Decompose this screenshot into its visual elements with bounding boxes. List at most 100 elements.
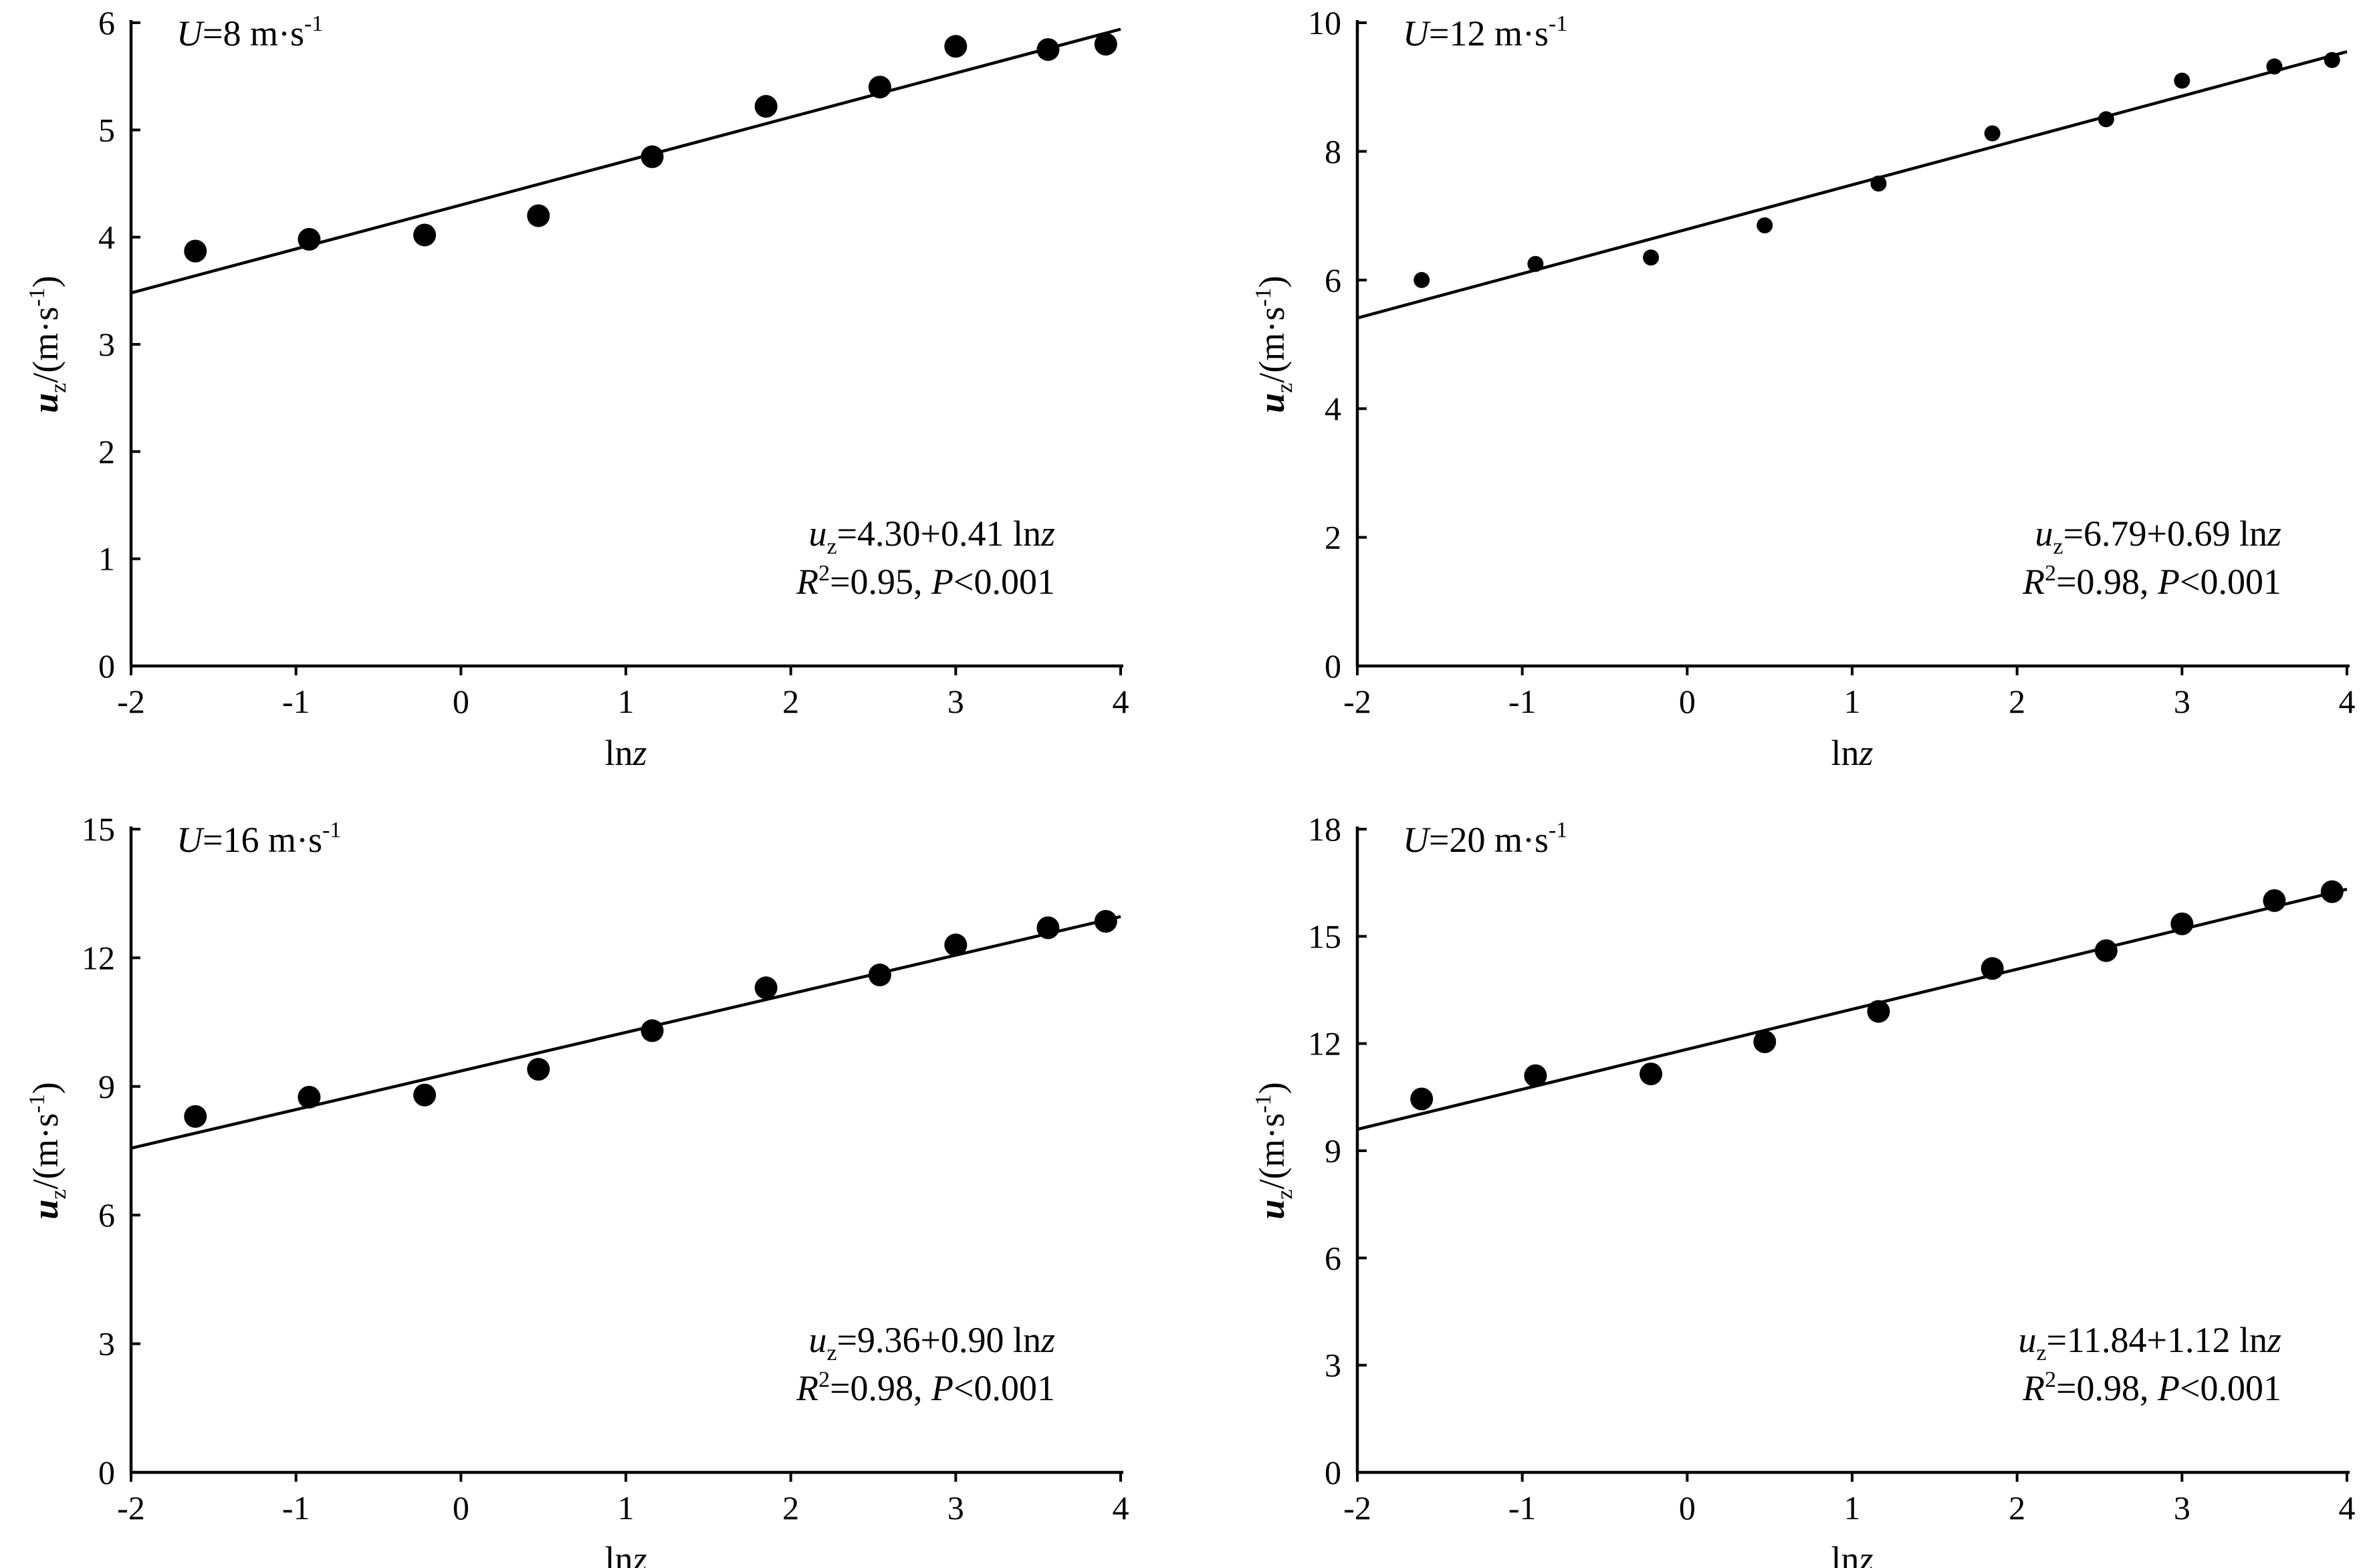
data-point — [868, 76, 891, 99]
data-point — [2263, 889, 2286, 912]
fit-stats: R2=0.98, P<0.001 — [2022, 1367, 2281, 1408]
y-axis-title: uz/(m·s-1) — [25, 1082, 71, 1219]
x-tick-label: -2 — [117, 683, 145, 720]
y-tick-label: 6 — [1325, 1239, 1341, 1276]
data-point — [298, 1085, 321, 1109]
y-tick-label: 3 — [98, 326, 115, 363]
fit-line — [130, 27, 1121, 295]
data-point — [1640, 1062, 1663, 1086]
y-tick-label: 4 — [1325, 390, 1341, 427]
chart-panel-1: -2 -1 0 1 2 3 4 0 1 2 3 4 5 6 U=8 m·s-1 uz=4.30+0.41 ln… — [25, 4, 1129, 773]
x-tick-label: 0 — [1679, 1489, 1696, 1527]
data-point — [1870, 175, 1887, 192]
y-tick-label: 12 — [82, 939, 115, 976]
y-tick-label: 12 — [1308, 1025, 1341, 1062]
data-point — [1524, 1064, 1547, 1087]
data-point — [1094, 33, 1117, 56]
data-point — [1094, 909, 1117, 933]
x-tick-label: -2 — [117, 1489, 145, 1527]
y-tick-label: 6 — [1325, 261, 1341, 299]
y-tick-label: 18 — [1308, 810, 1341, 848]
x-axis-title: lnz — [604, 733, 647, 773]
y-tick-label: 4 — [98, 219, 115, 256]
fit-equation: uz=9.36+0.90 lnz — [808, 1320, 1055, 1365]
y-tick-label: 8 — [1325, 132, 1341, 170]
x-tick-label: 3 — [2174, 683, 2190, 720]
y-tick-label: 6 — [98, 4, 115, 41]
y-tick-label: 0 — [98, 647, 115, 685]
y-tick-label: 9 — [1325, 1132, 1341, 1169]
fit-stats: R2=0.98, P<0.001 — [796, 1367, 1055, 1408]
y-tick-label: 2 — [1325, 519, 1341, 556]
y-axis-title: uz/(m·s-1) — [1251, 275, 1297, 413]
y-tick-label: 0 — [1325, 1454, 1341, 1491]
x-tick-label: 2 — [782, 1489, 799, 1527]
data-point — [1410, 1087, 1434, 1111]
x-tick-label: 3 — [947, 1489, 964, 1527]
data-point — [2174, 72, 2190, 89]
x-tick-label: 2 — [782, 683, 799, 720]
fit-line — [1357, 50, 2348, 320]
x-tick-label: 4 — [2339, 1489, 2356, 1527]
data-point — [413, 1083, 437, 1107]
data-point — [1643, 249, 1660, 266]
x-tick-label: 3 — [947, 683, 964, 720]
fit-stats: R2=0.98, P<0.001 — [2022, 561, 2281, 602]
fit-equation: uz=11.84+1.12 lnz — [2018, 1320, 2281, 1365]
chart-panel-2: -2 -1 0 1 2 3 4 0 2 4 6 8 10 U=12 m·s-1 uz=6.79+0.69 l… — [1251, 4, 2356, 773]
panel-label: U=8 m·s-1 — [177, 11, 323, 53]
data-point — [1981, 957, 2004, 980]
panel-label: U=20 m·s-1 — [1403, 818, 1567, 860]
data-point — [1757, 217, 1773, 234]
fit-equation: uz=6.79+0.69 lnz — [2035, 514, 2281, 559]
y-tick-label: 1 — [98, 540, 115, 578]
y-tick-label: 3 — [1325, 1347, 1341, 1384]
data-point — [413, 223, 437, 247]
data-point — [2098, 111, 2114, 128]
data-point — [944, 35, 968, 58]
data-point — [754, 95, 778, 118]
data-point — [641, 145, 664, 169]
data-point — [1036, 916, 1060, 939]
data-point — [2094, 939, 2118, 962]
y-tick-label: 3 — [98, 1325, 115, 1363]
data-point — [1414, 271, 1430, 288]
x-axis-title: lnz — [1831, 733, 1873, 773]
x-tick-label: -1 — [1508, 683, 1537, 720]
x-tick-label: -2 — [1343, 1489, 1371, 1527]
x-tick-label: 4 — [2339, 683, 2356, 720]
y-tick-label: 0 — [1325, 647, 1341, 685]
data-point — [184, 1105, 207, 1128]
data-point — [2170, 912, 2194, 935]
data-point — [1527, 255, 1544, 272]
x-tick-label: 0 — [453, 683, 469, 720]
y-tick-label: 15 — [82, 810, 115, 848]
y-tick-label: 5 — [98, 111, 115, 148]
data-point — [2320, 880, 2344, 903]
data-point — [2266, 58, 2283, 75]
x-tick-label: -2 — [1343, 683, 1371, 720]
y-tick-label: 10 — [1308, 4, 1341, 41]
x-tick-label: 4 — [1113, 1489, 1129, 1527]
x-tick-label: 1 — [618, 683, 635, 720]
y-tick-label: 0 — [98, 1454, 115, 1491]
data-point — [868, 964, 891, 987]
x-axis-title: lnz — [604, 1539, 647, 1568]
data-point — [754, 976, 778, 1000]
y-tick-label: 6 — [98, 1196, 115, 1234]
x-tick-label: -1 — [1508, 1489, 1537, 1527]
x-tick-label: 1 — [618, 1489, 635, 1527]
data-point — [1753, 1030, 1777, 1053]
x-tick-label: -1 — [282, 683, 310, 720]
fit-line — [1357, 887, 2348, 1131]
data-point — [298, 227, 321, 251]
x-tick-label: 4 — [1113, 683, 1129, 720]
data-point — [184, 239, 207, 263]
data-point — [527, 1058, 550, 1081]
x-tick-label: 2 — [2009, 683, 2025, 720]
y-tick-label: 15 — [1308, 917, 1341, 955]
x-tick-label: -1 — [282, 1489, 310, 1527]
